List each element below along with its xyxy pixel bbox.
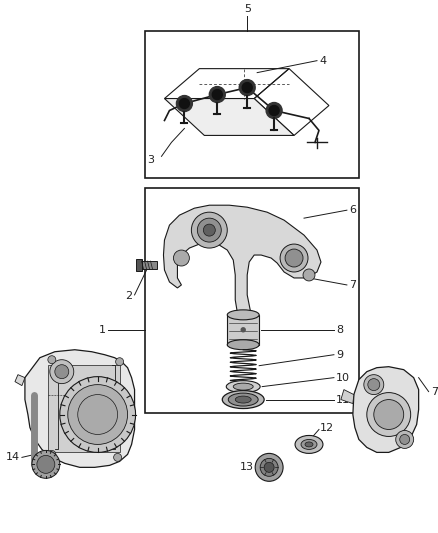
Circle shape [280,244,308,272]
Text: 2: 2 [125,291,133,301]
Polygon shape [164,99,294,135]
Text: 4: 4 [319,55,326,66]
Bar [227,315,259,345]
Circle shape [116,358,124,366]
Text: 10: 10 [336,373,350,383]
Text: 7: 7 [431,386,438,397]
Circle shape [368,378,380,391]
Circle shape [113,454,122,462]
Ellipse shape [295,435,323,454]
Ellipse shape [233,383,253,390]
Polygon shape [163,205,321,318]
Circle shape [173,250,189,266]
Circle shape [37,455,55,473]
Ellipse shape [222,391,264,408]
Bar [145,31,359,178]
Ellipse shape [227,340,259,350]
Circle shape [285,249,303,267]
Ellipse shape [226,381,260,393]
Bar [136,259,141,271]
Circle shape [264,462,274,472]
Circle shape [209,86,225,102]
Text: 11: 11 [336,394,350,405]
Ellipse shape [301,439,317,449]
Circle shape [260,458,278,477]
Polygon shape [15,375,25,385]
Ellipse shape [228,393,258,406]
Circle shape [374,400,404,430]
Circle shape [60,377,136,453]
Circle shape [191,212,227,248]
Circle shape [48,356,56,364]
Text: 9: 9 [336,350,343,360]
Ellipse shape [227,310,259,320]
Circle shape [198,218,221,242]
Circle shape [78,394,118,434]
Circle shape [303,269,315,281]
Circle shape [32,450,60,478]
Bar [145,188,359,413]
Circle shape [68,385,127,445]
Text: 1: 1 [99,325,106,335]
Bar [140,261,158,269]
Circle shape [55,365,69,378]
Bar [48,365,120,453]
Circle shape [266,102,282,118]
Text: 12: 12 [320,424,334,433]
Circle shape [180,99,189,109]
Text: 14: 14 [6,453,20,463]
Text: 13: 13 [240,462,254,472]
Circle shape [203,224,215,236]
Text: 5: 5 [244,4,251,14]
Text: 6: 6 [349,205,356,215]
Circle shape [367,393,411,437]
Circle shape [269,106,279,116]
Circle shape [400,434,410,445]
Ellipse shape [235,396,251,403]
Circle shape [48,450,56,458]
Circle shape [242,83,252,93]
Ellipse shape [305,442,313,447]
Circle shape [177,95,192,111]
Polygon shape [341,390,354,403]
Polygon shape [25,350,134,467]
Circle shape [241,328,245,332]
Circle shape [255,454,283,481]
Circle shape [212,90,222,100]
Text: 8: 8 [336,325,343,335]
Circle shape [50,360,74,384]
Text: 7: 7 [349,280,356,290]
Circle shape [239,79,255,95]
Polygon shape [353,367,419,453]
Text: 3: 3 [148,155,155,165]
Circle shape [364,375,384,394]
Circle shape [396,431,413,448]
